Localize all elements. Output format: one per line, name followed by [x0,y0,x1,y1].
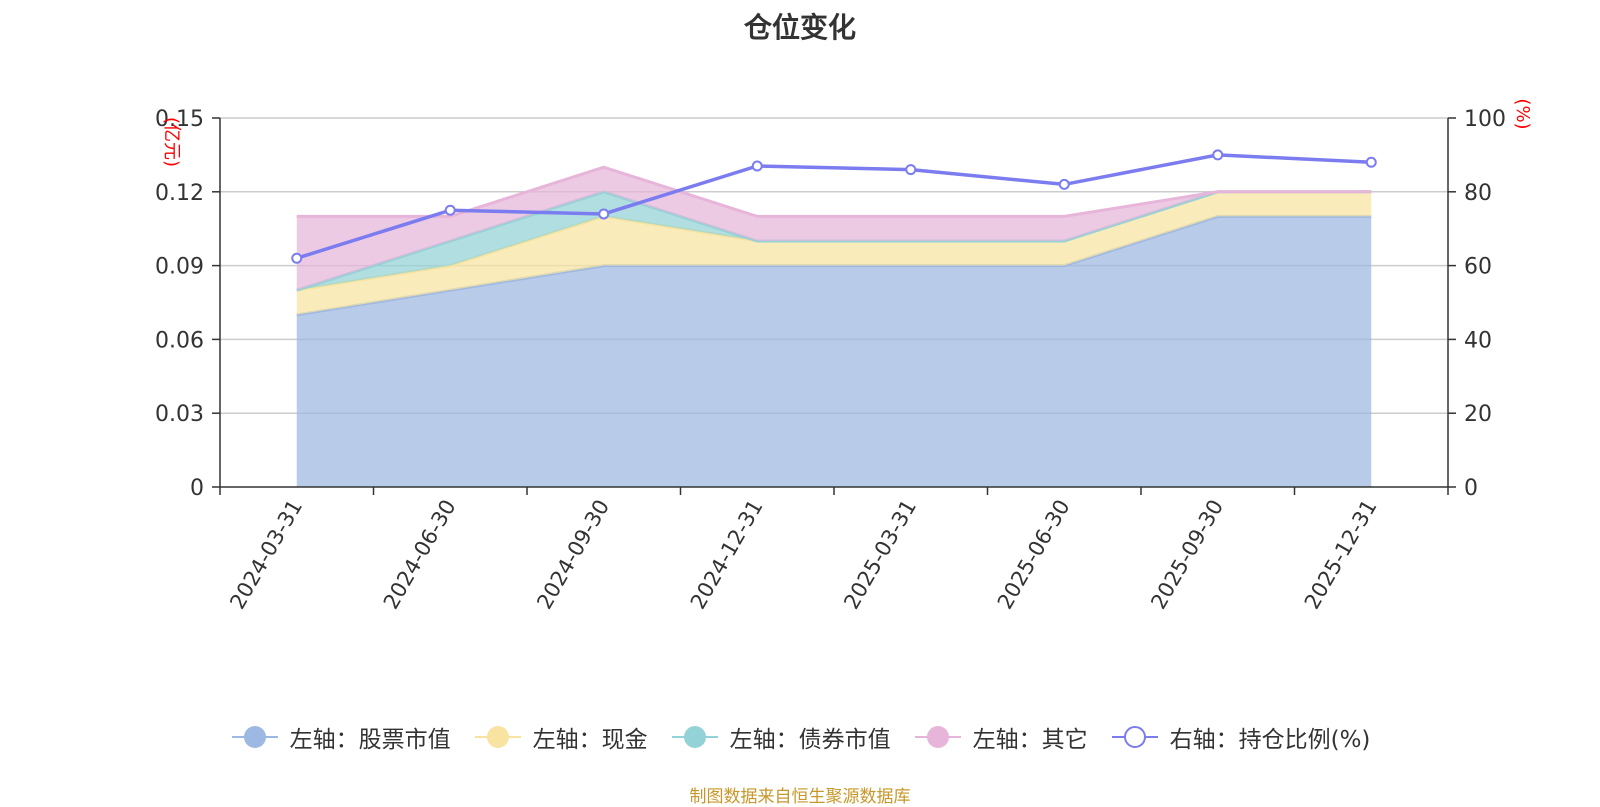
x-tick-label: 2024-12-31 [686,496,768,614]
legend-swatch-icon [671,726,718,748]
line-series [296,153,1372,260]
legend-label: 左轴：其它 [972,727,1088,753]
line-point[interactable] [905,164,917,176]
footer-source: 制图数据来自恒生聚源数据库 [689,787,911,807]
legend-item[interactable]: 左轴：债券市值 [670,720,891,754]
legend-swatch-icon [231,726,278,748]
left-axis-unit: (亿元) [161,117,182,167]
line-point[interactable] [444,204,456,216]
axis-layer [212,117,1456,495]
line-point[interactable] [1058,178,1070,190]
legend-label: 左轴：现金 [532,727,648,753]
right-tick-label: 60 [1464,255,1492,280]
area-series [296,191,1372,291]
right-axis-unit: (%) [1512,98,1533,129]
x-tick-label: 2025-12-31 [1300,496,1382,614]
line-point[interactable] [751,160,763,172]
left-tick-label: 0 [190,476,204,501]
chart-title: 仓位变化 [743,11,856,44]
legend-swatch-icon [914,726,961,748]
area-series [296,167,1372,291]
legend-item[interactable]: 左轴：现金 [473,720,648,754]
area-series [296,191,1372,315]
right-tick-label: 40 [1464,328,1492,353]
right-tick-label: 80 [1464,181,1492,206]
x-tick-label: 2025-09-30 [1146,496,1228,614]
right-tick-label: 0 [1464,476,1478,501]
area-series-edge [296,165,1372,218]
line-point[interactable] [598,208,610,220]
legend-label: 左轴：股票市值 [289,727,451,753]
right-tick-label: 100 [1464,107,1506,132]
x-tick-label: 2024-06-30 [379,496,461,614]
x-tick-label: 2025-03-31 [839,496,921,614]
x-tick-label: 2024-03-31 [225,496,307,614]
left-tick-label: 0.06 [155,328,204,353]
right-tick-label: 20 [1464,402,1492,427]
legend-item[interactable]: 左轴：股票市值 [230,720,451,754]
legend: 左轴：股票市值 左轴：现金 左轴：债券市值 左轴：其它 右轴：持仓比例(%) [0,720,1600,754]
legend-label: 右轴：持仓比例(%) [1169,727,1371,753]
line-point[interactable] [1212,149,1224,161]
legend-swatch-icon [474,726,521,748]
line-point[interactable] [1365,156,1377,168]
left-tick-label: 0.15 [155,107,204,132]
x-tick-label: 2025-06-30 [993,496,1075,614]
legend-label: 左轴：债券市值 [729,727,891,753]
line-point[interactable] [291,252,303,264]
left-tick-label: 0.03 [155,402,204,427]
area-layer [296,165,1372,487]
line-layer [291,149,1377,264]
x-tick-label: 2024-09-30 [532,496,614,614]
left-tick-label: 0.09 [155,255,204,280]
area-series [296,216,1372,487]
legend-item[interactable]: 右轴：持仓比例(%) [1110,720,1371,754]
left-tick-label: 0.12 [155,181,204,206]
legend-item[interactable]: 左轴：其它 [913,720,1088,754]
legend-swatch-icon [1111,726,1158,748]
